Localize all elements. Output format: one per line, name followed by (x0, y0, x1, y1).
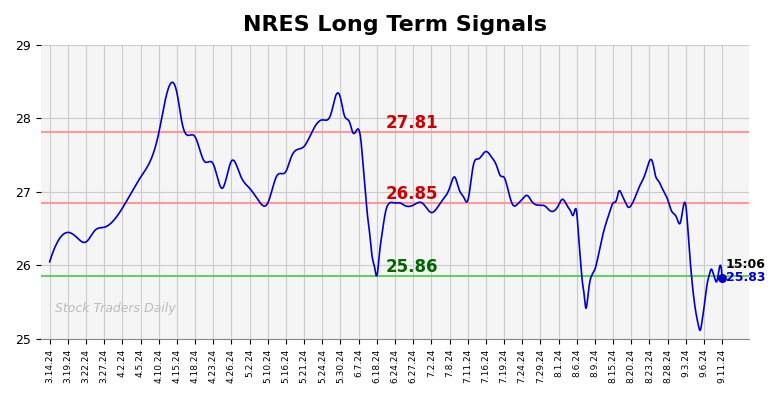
Text: 25.86: 25.86 (386, 258, 438, 276)
Text: 26.85: 26.85 (386, 185, 438, 203)
Point (716, 275, 728, 281)
Text: Stock Traders Daily: Stock Traders Daily (55, 302, 176, 316)
Text: 25.83: 25.83 (726, 271, 765, 285)
Title: NRES Long Term Signals: NRES Long Term Signals (243, 15, 547, 35)
Text: 15:06: 15:06 (726, 258, 766, 271)
Text: 27.81: 27.81 (386, 114, 438, 133)
